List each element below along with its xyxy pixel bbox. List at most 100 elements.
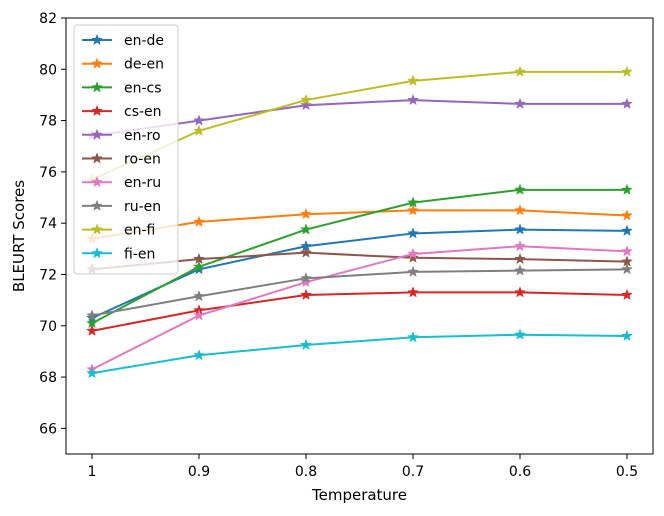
data-point-cs-en xyxy=(621,288,633,301)
data-point-ru-en xyxy=(86,309,98,321)
legend-label: en-de xyxy=(124,33,164,49)
data-point-en-fi xyxy=(407,74,419,86)
series-line-cs-en xyxy=(91,291,628,332)
series-line-fi-en xyxy=(91,333,628,375)
series-line-de-en xyxy=(91,209,628,240)
legend-marker xyxy=(91,223,103,235)
data-point-en-cs xyxy=(300,223,312,235)
data-point-de-en xyxy=(514,204,526,216)
data-point-en-de xyxy=(407,227,419,239)
y-tick-label: 66 xyxy=(39,421,57,437)
legend-item-en-cs: en-cs xyxy=(82,80,162,96)
legend-label: cs-en xyxy=(124,104,162,120)
x-tick-label: 0.9 xyxy=(188,464,210,480)
legend-marker xyxy=(91,33,103,46)
legend-item-de-en: de-en xyxy=(82,57,164,73)
legend-label: en-ro xyxy=(124,128,161,144)
legend-item-en-ro: en-ro xyxy=(82,128,161,144)
data-point-fi-en xyxy=(621,329,633,342)
legend-marker xyxy=(91,128,103,140)
legend-marker xyxy=(91,104,103,117)
data-point-en-fi xyxy=(621,65,633,77)
legend: en-de de-en en-cs cs-en en-ro ro-en en-ru ru-en… xyxy=(73,24,179,275)
data-point-en-cs xyxy=(193,260,205,272)
data-point-fi-en xyxy=(514,328,526,340)
y-tick-label: 82 xyxy=(39,11,57,27)
data-point-en-de xyxy=(514,223,526,235)
series-cs-en xyxy=(86,286,633,336)
series-ru-en xyxy=(86,263,633,321)
data-point-ru-en xyxy=(407,265,419,277)
series-fi-en xyxy=(86,328,633,379)
legend-marker xyxy=(91,175,103,188)
data-point-cs-en xyxy=(407,286,419,298)
data-point-ru-en xyxy=(193,290,205,302)
data-point-ro-en xyxy=(407,251,419,263)
series-line-en-de xyxy=(91,228,628,319)
plot-area xyxy=(86,65,633,379)
series-line-en-ro xyxy=(91,99,627,137)
data-point-de-en xyxy=(407,204,419,216)
data-point-en-ro xyxy=(300,98,312,111)
data-point-en-fi xyxy=(514,65,526,77)
y-tick-label: 76 xyxy=(39,165,57,181)
legend-item-en-fi: en-fi xyxy=(82,223,155,239)
data-point-en-fi xyxy=(300,93,312,106)
data-point-en-cs xyxy=(514,183,526,195)
data-point-cs-en xyxy=(86,324,98,336)
y-tick-label: 68 xyxy=(39,370,57,386)
x-tick-label: 0.6 xyxy=(509,464,531,480)
legend-label: de-en xyxy=(124,57,164,73)
data-point-en-ru xyxy=(621,245,633,257)
legend-label: ru-en xyxy=(124,199,161,215)
plot-frame xyxy=(65,17,654,455)
data-point-fi-en xyxy=(193,349,205,361)
x-tick-label: 0.7 xyxy=(402,464,424,480)
legend-label: en-cs xyxy=(124,80,162,96)
legend-marker xyxy=(91,152,103,164)
data-point-en-ro xyxy=(514,97,526,109)
legend-item-en-ru: en-ru xyxy=(82,175,161,191)
series-line-en-cs xyxy=(91,188,627,325)
x-tick-label: 0.5 xyxy=(616,464,638,480)
legend-label: fi-en xyxy=(124,246,155,262)
legend-label: ro-en xyxy=(124,152,161,168)
series-line-ro-en xyxy=(91,251,628,271)
series-en-cs xyxy=(86,183,633,329)
legend-item-ro-en: ro-en xyxy=(82,152,161,168)
legend-marker xyxy=(91,57,103,69)
x-axis-label: Temperature xyxy=(311,486,407,504)
data-point-ro-en xyxy=(193,252,205,265)
legend-item-en-de: en-de xyxy=(82,33,164,49)
series-line-en-fi xyxy=(91,70,627,181)
y-tick-label: 78 xyxy=(39,114,57,130)
data-point-de-en xyxy=(300,207,312,220)
data-point-en-fi xyxy=(193,124,205,136)
data-point-en-ru xyxy=(407,247,419,259)
data-point-en-de xyxy=(621,224,633,236)
data-point-cs-en xyxy=(514,286,526,298)
series-en-ru xyxy=(86,240,633,375)
x-tick-label: 1 xyxy=(88,464,97,480)
y-tick-label: 74 xyxy=(39,216,57,232)
x-tick-label: 0.8 xyxy=(295,464,317,480)
y-tick-label: 72 xyxy=(39,267,57,283)
data-point-en-ru xyxy=(193,309,205,321)
legend-marker xyxy=(91,247,103,259)
data-point-fi-en xyxy=(407,331,419,343)
legend-label: en-ru xyxy=(124,175,161,191)
data-point-fi-en xyxy=(300,338,312,351)
data-point-fi-en xyxy=(86,366,98,379)
data-point-ru-en xyxy=(514,264,526,276)
y-tick-label: 70 xyxy=(39,319,57,335)
legend-marker xyxy=(91,199,103,211)
data-point-ru-en xyxy=(300,272,312,284)
y-axis-ticks: 66 68 70 72 74 76 78 80 82 xyxy=(39,11,66,437)
data-point-en-ru xyxy=(300,275,312,288)
data-point-en-ro xyxy=(407,93,419,106)
data-point-en-ru xyxy=(514,240,526,252)
legend-label: en-fi xyxy=(124,223,155,239)
data-point-en-ro xyxy=(621,97,633,109)
y-tick-label: 80 xyxy=(39,62,57,78)
